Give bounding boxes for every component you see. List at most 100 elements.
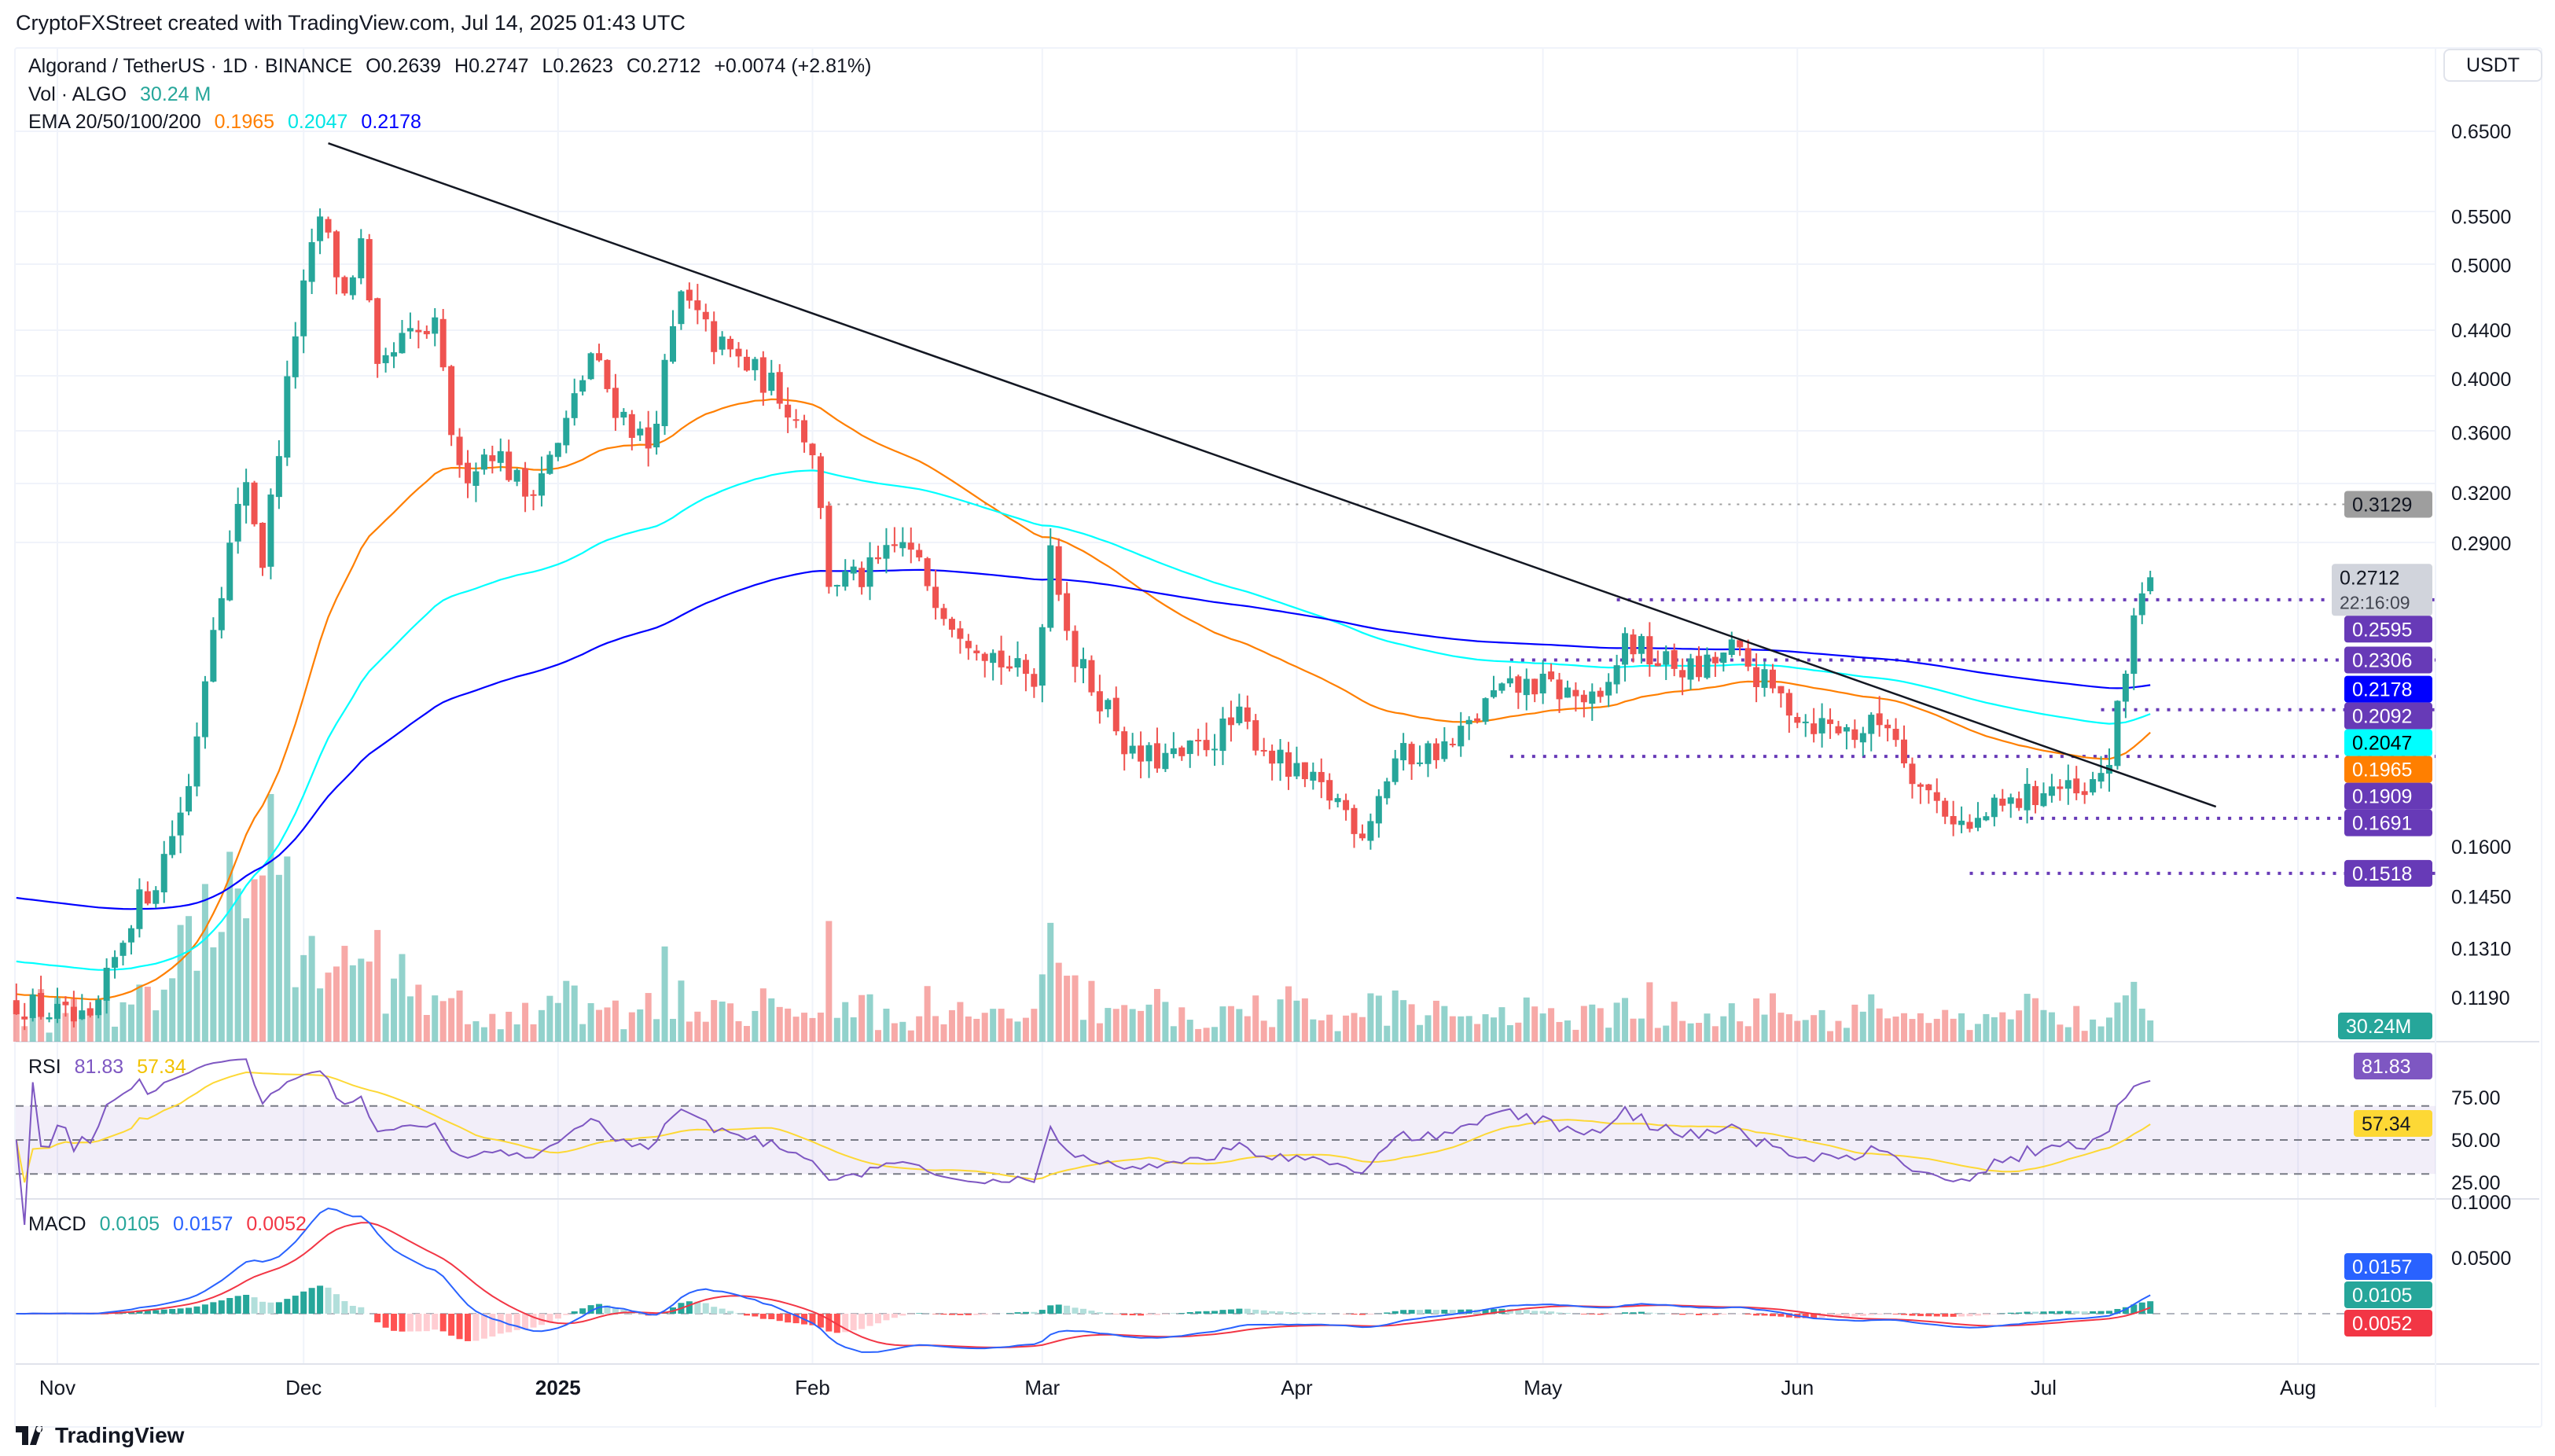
candle-body xyxy=(1744,648,1752,667)
candle-body xyxy=(1138,745,1145,762)
volume-bar xyxy=(940,1024,947,1042)
macd-histogram-bar xyxy=(833,1314,840,1333)
candle-body xyxy=(358,238,365,278)
volume-bar xyxy=(563,980,570,1042)
macd-histogram-bar xyxy=(1696,1314,1702,1315)
volume-bar xyxy=(792,1017,800,1042)
macd-histogram-bar xyxy=(267,1302,274,1314)
candle-body xyxy=(1260,749,1267,752)
volume-bar xyxy=(587,1002,594,1042)
candle-body xyxy=(2147,577,2154,592)
candle-body xyxy=(275,456,282,498)
candle-body xyxy=(1580,694,1587,703)
macd-badge: 0.0157 xyxy=(2352,1256,2412,1278)
macd-legend[interactable]: MACD 0.0105 0.0157 0.0052 xyxy=(28,1213,314,1236)
macd-histogram-bar xyxy=(563,1314,570,1315)
candle-body xyxy=(702,311,709,320)
volume-bar xyxy=(292,987,299,1042)
volume-bar xyxy=(1277,999,1284,1042)
macd-tick-label: 0.1000 xyxy=(2451,1192,2511,1214)
candle-body xyxy=(1917,784,1924,787)
volume-bar xyxy=(1425,1015,1432,1042)
candle-body xyxy=(1983,816,1990,821)
volume-legend[interactable]: Vol · ALGO 30.24 M xyxy=(28,83,219,106)
candle-body xyxy=(292,336,299,377)
tradingview-logo[interactable]: TradingView xyxy=(16,1423,184,1448)
chart-credit: CryptoFXStreet created with TradingView.… xyxy=(16,11,686,35)
macd-histogram-bar xyxy=(1219,1310,1226,1314)
volume-bar xyxy=(2007,1019,2014,1042)
candle-body xyxy=(2138,593,2145,616)
candle-body xyxy=(1827,719,1834,724)
volume-bar xyxy=(119,1002,127,1042)
axis-badges: 0.3129 0.2712 22:16:09 0.2595 0.2306 0.2178 0.… xyxy=(2332,491,2432,1337)
volume-bar xyxy=(604,1007,611,1042)
price-badge: 0.2712 xyxy=(2340,567,2399,589)
candle-body xyxy=(1318,771,1325,782)
macd-histogram-bar xyxy=(1039,1310,1046,1314)
candle-body xyxy=(513,469,520,482)
symbol-legend[interactable]: Algorand / TetherUS · 1D · BINANCE O0.26… xyxy=(28,55,879,78)
volume-bar xyxy=(711,1000,718,1042)
volume-bar xyxy=(801,1013,808,1042)
candle-body xyxy=(661,359,668,427)
volume-bar xyxy=(825,921,833,1042)
volume-bar xyxy=(186,916,193,1042)
macd-histogram-bar xyxy=(1072,1307,1079,1314)
candle-body xyxy=(448,366,455,436)
macd-histogram-bar xyxy=(891,1314,898,1318)
volume-bar xyxy=(341,946,348,1042)
candle-body xyxy=(678,291,685,325)
currency-button[interactable]: USDT xyxy=(2443,49,2542,82)
volume-bar xyxy=(596,1009,603,1042)
candle-body xyxy=(86,1008,94,1016)
ema-legend[interactable]: EMA 20/50/100/200 0.1965 0.2047 0.2178 xyxy=(28,111,429,134)
volume-bar xyxy=(308,936,315,1042)
candle-body xyxy=(1868,715,1875,734)
macd-histogram-bar xyxy=(1843,1314,1850,1317)
volume-bar xyxy=(1785,1014,1792,1042)
candle-body xyxy=(1901,739,1907,763)
time-tick-label: Apr xyxy=(1281,1376,1313,1399)
candle-body xyxy=(1974,818,1981,828)
macd-histogram-bar xyxy=(1417,1310,1424,1314)
macd-histogram-bar xyxy=(2081,1311,2088,1314)
volume-bar xyxy=(628,1012,635,1042)
candle-body xyxy=(160,854,167,893)
macd-histogram-bar xyxy=(439,1314,447,1332)
ema-line-200 xyxy=(16,568,2151,910)
macd-histogram-bar xyxy=(1047,1305,1054,1314)
candle-body xyxy=(2114,700,2121,767)
volume-bar xyxy=(1417,1024,1424,1042)
macd-histogram-bar xyxy=(1432,1310,1439,1314)
macd-histogram-bar xyxy=(292,1296,299,1314)
macd-histogram-bar xyxy=(554,1314,561,1319)
candle-body xyxy=(1121,731,1128,755)
candle-body xyxy=(981,653,988,661)
volume-bar xyxy=(1531,1006,1539,1042)
volume-bar xyxy=(1909,1019,1916,1042)
ohlc-high: H0.2747 xyxy=(454,55,529,77)
macd-line xyxy=(16,1207,2151,1353)
candle-body xyxy=(1933,792,1940,801)
symbol-name[interactable]: Algorand / TetherUS · 1D · BINANCE xyxy=(28,55,353,77)
candle-body xyxy=(1622,633,1629,665)
candle-body xyxy=(465,462,471,483)
price-badge-bg xyxy=(2344,859,2432,887)
price-badge: 0.2092 xyxy=(2352,706,2412,728)
macd-histogram-bar xyxy=(186,1307,193,1314)
candle-body xyxy=(1491,690,1497,697)
macd-histogram-bar xyxy=(1014,1312,1021,1314)
candle-body xyxy=(1679,670,1686,678)
candle-body xyxy=(349,277,356,296)
candle-body xyxy=(1162,752,1169,770)
candle-body xyxy=(785,404,792,418)
macd-histogram-bar xyxy=(587,1305,594,1314)
price-tick-label: 0.1190 xyxy=(2451,987,2510,1009)
candle-body xyxy=(932,586,939,609)
rsi-legend[interactable]: RSI 81.83 57.34 xyxy=(28,1056,194,1079)
candle-body xyxy=(1367,821,1374,841)
macd-histogram-bar xyxy=(2064,1311,2072,1314)
volume-bar xyxy=(456,990,463,1042)
